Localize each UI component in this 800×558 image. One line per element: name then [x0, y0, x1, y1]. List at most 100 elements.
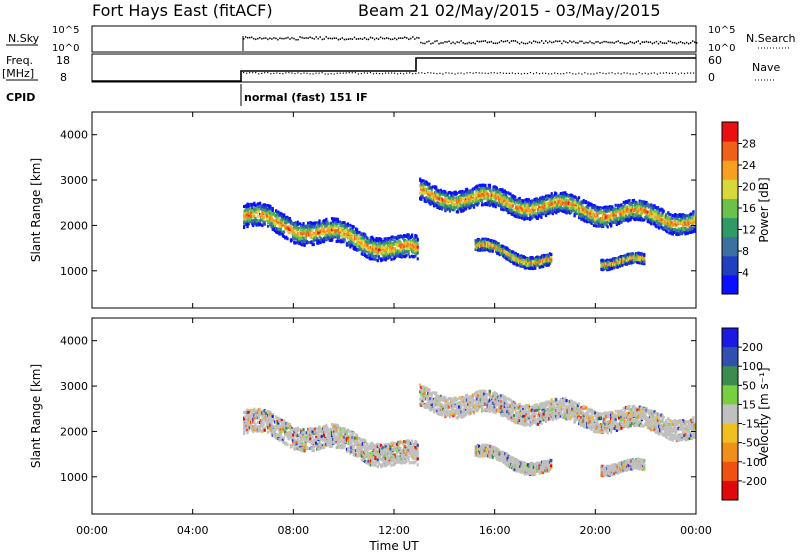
nave-point — [581, 73, 582, 74]
nave-point — [346, 72, 347, 73]
power-echo-point — [550, 253, 552, 256]
power-echo-point — [693, 228, 695, 231]
nave-point — [527, 73, 528, 74]
nave-point — [306, 73, 307, 74]
power-echo-point — [341, 225, 343, 228]
nsky-point — [460, 40, 461, 42]
power-echo-point — [371, 252, 373, 255]
nave-point — [672, 73, 673, 74]
nsky-point — [247, 37, 248, 39]
nave-point — [639, 72, 640, 73]
nsky-point — [622, 42, 623, 44]
nave-point — [551, 73, 552, 74]
nave-point — [542, 73, 543, 74]
power-echo-point — [578, 196, 580, 199]
nsky-point — [517, 42, 518, 44]
nsky-point — [285, 37, 286, 39]
nsky-point — [440, 42, 441, 44]
nsky-point — [634, 42, 635, 44]
power-echo-point — [492, 250, 494, 253]
power-echo-point — [293, 231, 295, 234]
power-echo-point — [489, 203, 491, 206]
nsky-point — [330, 38, 331, 40]
nsky-point — [485, 40, 486, 42]
nave-point — [473, 73, 474, 74]
nsearch-tick-low: 10^0 — [708, 43, 735, 54]
freq-tick-low: 8 — [60, 71, 67, 84]
power-echo-point — [421, 196, 423, 199]
power-echo-point — [693, 218, 695, 221]
nave-point — [358, 73, 359, 74]
power-echo-point — [366, 237, 368, 240]
power-echo-point — [259, 223, 261, 226]
nave-point — [675, 72, 676, 73]
power-echo-point — [540, 216, 542, 219]
nsky-point — [505, 41, 506, 43]
nsky-point — [468, 42, 469, 44]
nave-point — [476, 72, 477, 73]
power-echo-point — [409, 255, 411, 258]
power-echo-point — [325, 218, 327, 221]
nave-point — [352, 72, 353, 73]
nsky-point — [628, 42, 629, 44]
nave-point — [557, 73, 558, 74]
nsky-point — [299, 36, 300, 38]
nave-point — [684, 73, 685, 74]
nsky-point — [297, 39, 298, 41]
nave-tick-low: 0 — [708, 71, 715, 84]
power-echo-point — [668, 231, 670, 234]
nave-point — [509, 73, 510, 74]
nsky-point — [442, 42, 443, 44]
nave-point — [370, 72, 371, 73]
nsky-point — [626, 43, 627, 45]
power-echo-point — [423, 192, 425, 195]
nave-point — [427, 72, 428, 73]
power-echo-point — [364, 233, 366, 236]
power-echo-point — [344, 238, 346, 241]
power-echo-point — [684, 214, 686, 217]
y-tick-label: 2000 — [60, 219, 88, 232]
power-echo-point — [338, 235, 340, 238]
nsky-point — [525, 43, 526, 45]
nave-point — [663, 72, 664, 73]
nsky-point — [668, 40, 669, 42]
beam-date-title: Beam 21 02/May/2015 - 03/May/2015 — [358, 1, 661, 20]
nave-point — [267, 72, 268, 73]
nsky-point — [475, 43, 476, 45]
nave-point — [433, 73, 434, 74]
nsky-point — [348, 38, 349, 40]
nsky-point — [311, 37, 312, 39]
nsky-point — [638, 40, 639, 42]
nsky-point — [479, 41, 480, 43]
nave-point — [554, 72, 555, 73]
nsky-point — [448, 40, 449, 42]
colorbar-segment — [722, 256, 738, 276]
nave-point — [376, 73, 377, 74]
nave-point — [660, 73, 661, 74]
y-tick-label: 1000 — [60, 265, 88, 278]
nsky-point — [624, 43, 625, 45]
power-echo-point — [545, 202, 547, 205]
nsky-point — [380, 37, 381, 39]
power-echo-point — [482, 203, 484, 206]
nsky-point — [609, 42, 610, 44]
nsky-point — [557, 41, 558, 43]
colorbar-tick-label: 16 — [742, 202, 756, 215]
nsky-point — [507, 40, 508, 42]
nsky-point — [503, 41, 504, 43]
nave-point — [669, 73, 670, 74]
power-ylabel: Slant Range [km] — [29, 158, 43, 262]
nave-point — [460, 72, 461, 73]
nsky-point — [382, 38, 383, 40]
nsky-point — [597, 41, 598, 43]
power-echo-point — [643, 253, 645, 256]
nsky-point — [396, 39, 397, 41]
power-echo-point — [476, 184, 478, 187]
nsky-point — [432, 42, 433, 44]
nsearch-tick-high: 10^5 — [708, 25, 735, 36]
power-echo-point — [593, 213, 595, 216]
power-echo-point — [466, 188, 468, 191]
power-echo-point — [514, 211, 516, 214]
nsky-point — [611, 42, 612, 44]
nsky-point — [326, 36, 327, 38]
